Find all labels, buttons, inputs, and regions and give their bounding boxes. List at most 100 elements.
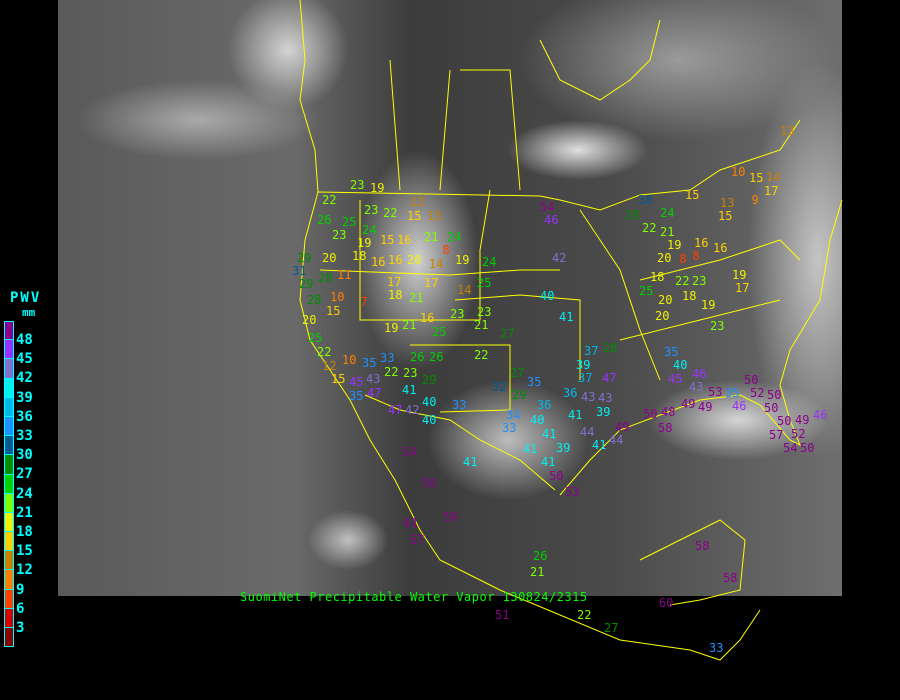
legend-bin — [4, 608, 14, 628]
station-pwv-value: 59 — [443, 510, 458, 524]
legend-tick: 6 — [16, 600, 25, 617]
station-pwv-value: 23 — [403, 366, 418, 380]
station-pwv-value: 57 — [769, 428, 784, 442]
station-pwv-value: 24 — [447, 230, 462, 244]
station-pwv-value: 49 — [795, 413, 810, 427]
legend-bin — [4, 628, 14, 648]
legend-bin — [4, 397, 14, 417]
station-pwv-value: 53 — [565, 485, 580, 499]
station-pwv-value: 35 — [664, 345, 679, 359]
legend-bin — [4, 455, 14, 475]
gulf-coast — [559, 199, 843, 496]
station-pwv-value: 22 — [577, 608, 592, 622]
legend-tick: 3 — [16, 620, 25, 636]
station-pwv-value: 18 — [682, 289, 697, 303]
station-pwv-value: 23 — [332, 228, 347, 242]
station-pwv-value: 17 — [387, 275, 402, 289]
station-pwv-value: 11 — [337, 268, 352, 282]
legend-bin — [4, 378, 14, 398]
station-pwv-value: 47 — [367, 386, 382, 400]
state-lines-2 — [319, 269, 560, 276]
station-pwv-value: 21 — [424, 230, 439, 244]
legend-tick: 39 — [16, 389, 33, 406]
station-pwv-value: 50 — [549, 469, 564, 483]
legend-tick: 48 — [16, 332, 33, 348]
legend-bin — [4, 512, 14, 533]
legend-bin — [4, 493, 14, 513]
legend-tick: 33 — [16, 428, 33, 444]
legend-tick: 9 — [16, 581, 25, 598]
station-pwv-value: 46 — [544, 213, 559, 227]
station-pwv-value: 41 — [568, 408, 583, 422]
station-pwv-value: 40 — [673, 358, 688, 372]
station-pwv-value: 22 — [384, 365, 399, 379]
station-pwv-value: 28 — [318, 271, 333, 285]
station-pwv-value: 9 — [751, 193, 759, 207]
station-pwv-value: 49 — [615, 420, 630, 434]
station-pwv-value: 22 — [642, 221, 657, 235]
station-pwv-value: 16 — [388, 253, 403, 267]
station-pwv-value: 58 — [695, 539, 710, 553]
state-lines-6 — [639, 239, 801, 281]
station-pwv-value: 20 — [407, 253, 422, 267]
station-pwv-value: 21 — [409, 291, 424, 305]
legend-title: PWV — [10, 290, 42, 306]
station-pwv-value: 22 — [474, 348, 489, 362]
station-pwv-value: 29 — [297, 251, 312, 265]
station-pwv-value: 35 — [527, 375, 542, 389]
station-pwv-value: 43 — [366, 372, 381, 386]
station-pwv-value: 50 — [767, 388, 782, 402]
station-pwv-value: 15 — [749, 171, 764, 185]
station-pwv-value: 50 — [777, 414, 792, 428]
station-pwv-value: 53 — [708, 385, 723, 399]
station-pwv-value: 47 — [388, 403, 403, 417]
mexico-border — [364, 394, 556, 491]
station-pwv-value: 35 — [362, 356, 377, 370]
station-pwv-value: 36 — [563, 386, 578, 400]
station-pwv-value: 16 — [713, 241, 728, 255]
station-pwv-value: 31 — [292, 264, 307, 278]
station-pwv-value: 23 — [710, 319, 725, 333]
station-pwv-value: 35 — [349, 389, 364, 403]
station-pwv-value: 50 — [800, 441, 815, 455]
station-pwv-value: 12 — [410, 195, 425, 209]
station-pwv-value: 43 — [598, 391, 613, 405]
station-pwv-value: 19 — [357, 236, 372, 250]
station-pwv-value: 40 — [530, 413, 545, 427]
station-pwv-value: 21 — [474, 318, 489, 332]
legend-tick: 12 — [16, 562, 33, 579]
station-pwv-value: 51 — [495, 608, 510, 622]
station-pwv-value: 26 — [317, 213, 332, 227]
station-pwv-value: 45 — [668, 372, 683, 386]
station-pwv-value: 41 — [463, 455, 478, 469]
station-pwv-value: 23 — [364, 203, 379, 217]
station-pwv-value: 52 — [750, 386, 765, 400]
station-pwv-value: 49 — [681, 397, 696, 411]
legend-tick: 36 — [16, 408, 33, 425]
station-pwv-value: 26 — [429, 350, 444, 364]
station-pwv-value: 24 — [660, 206, 675, 220]
us-canada-border — [317, 119, 801, 211]
legend-tick: 27 — [16, 466, 33, 483]
station-pwv-value: 58 — [422, 476, 437, 490]
station-pwv-value: 33 — [452, 398, 467, 412]
station-pwv-value: 60 — [659, 596, 674, 610]
map-title: SuomiNet Precipitable Water Vapor 130824… — [240, 590, 588, 604]
station-pwv-value: 17 — [764, 184, 779, 198]
station-pwv-value: 32 — [492, 380, 507, 394]
station-pwv-value: 8 — [692, 249, 700, 263]
legend-bin — [4, 532, 14, 552]
legend-bin — [4, 570, 14, 590]
station-pwv-value: 14 — [429, 257, 444, 271]
station-pwv-value: 10 — [731, 165, 746, 179]
station-pwv-value: 28 — [307, 293, 322, 307]
station-pwv-value: 54 — [402, 445, 417, 459]
station-pwv-value: 19 — [455, 253, 470, 267]
station-pwv-value: 58 — [658, 421, 673, 435]
station-pwv-value: 40 — [540, 289, 555, 303]
station-pwv-value: 46 — [732, 399, 747, 413]
station-pwv-value: 40 — [422, 413, 437, 427]
legend-bin — [4, 340, 14, 360]
station-pwv-value: 13 — [780, 124, 795, 138]
station-pwv-value: 42 — [552, 251, 567, 265]
